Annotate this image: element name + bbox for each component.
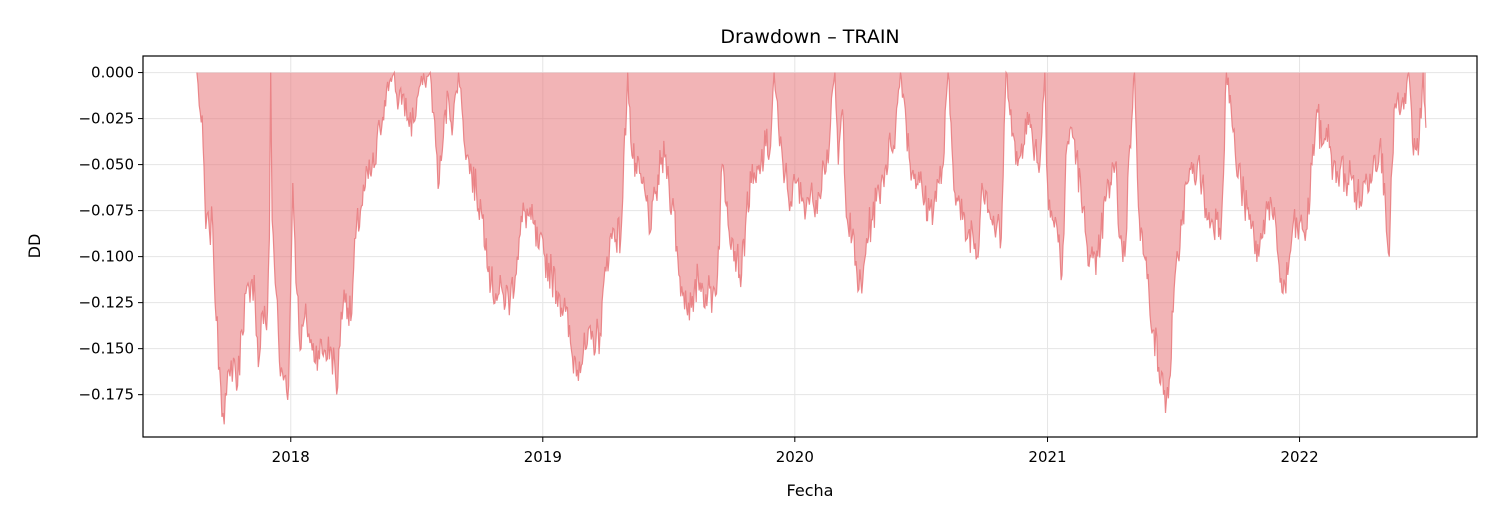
x-tick-label: 2022 xyxy=(1280,448,1318,466)
x-tick-label: 2021 xyxy=(1028,448,1066,466)
x-tick-label: 2018 xyxy=(272,448,310,466)
y-tick-label: −0.175 xyxy=(78,386,134,404)
y-tick-label: −0.150 xyxy=(78,340,134,358)
plot-frame xyxy=(142,55,1478,438)
x-axis-ticks: 2018 2019 2020 2021 2022 xyxy=(272,437,1319,466)
y-tick-label: −0.075 xyxy=(78,202,134,220)
y-axis-ticks: 0.000 −0.025 −0.050 −0.075 −0.100 −0.125 −0.15… xyxy=(78,64,143,404)
drawdown-line xyxy=(196,70,1427,425)
y-axis-label: DD xyxy=(25,234,44,259)
y-tick-label: 0.000 xyxy=(91,64,134,82)
y-tick-label: −0.050 xyxy=(78,156,134,174)
y-tick-label: −0.100 xyxy=(78,248,134,266)
chart-title: Drawdown – TRAIN xyxy=(720,26,899,48)
drawdown-area xyxy=(196,72,1426,425)
y-tick-label: −0.125 xyxy=(78,294,134,312)
x-axis-label: Fecha xyxy=(787,481,834,500)
series-layer xyxy=(196,70,1427,425)
x-tick-label: 2019 xyxy=(524,448,562,466)
y-tick-label: −0.025 xyxy=(78,110,134,128)
x-tick-label: 2020 xyxy=(776,448,814,466)
